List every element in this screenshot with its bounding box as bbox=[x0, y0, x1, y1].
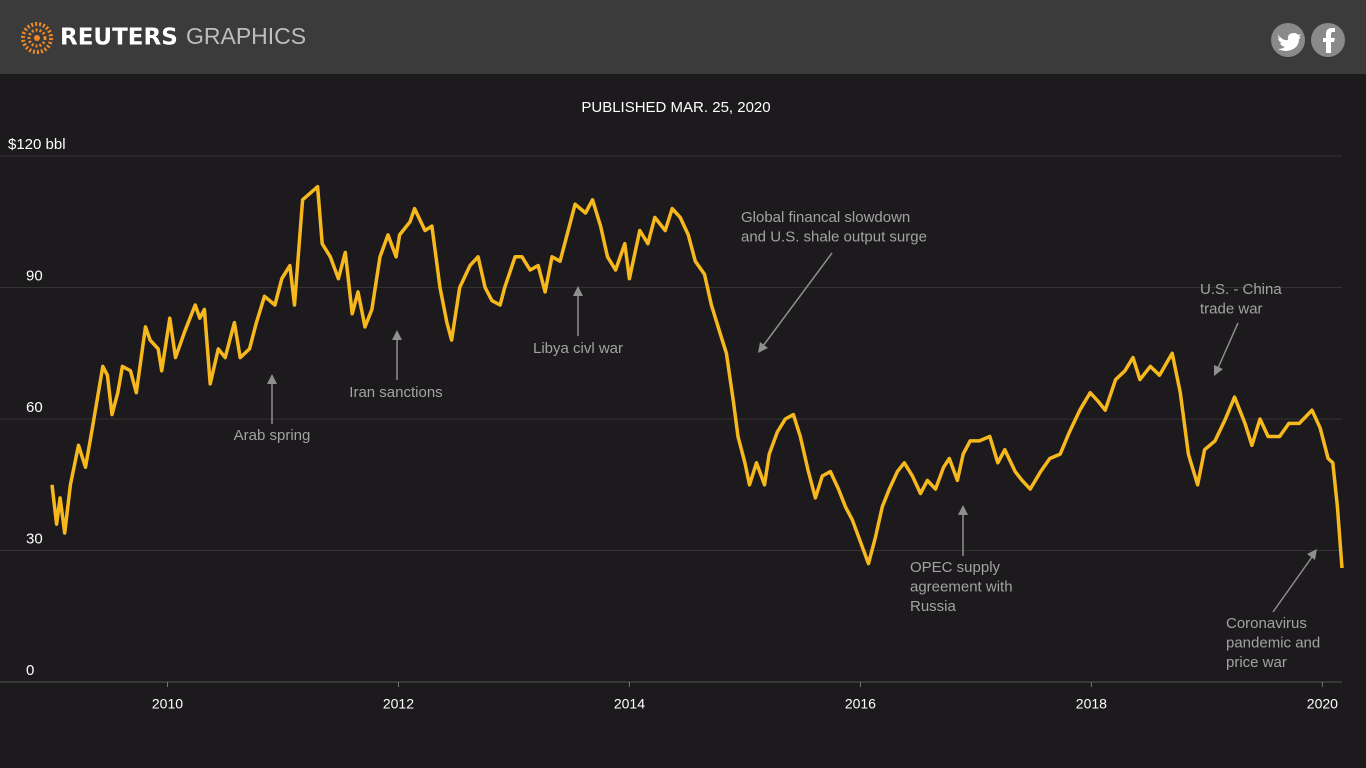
plot-area: 0 30 60 90 $120 bbl 2010 2012 2014 2016 2018 2020 bbox=[0, 136, 1344, 712]
annotation: U.S. - China bbox=[1200, 281, 1282, 298]
annotation: Iran sanctions bbox=[349, 384, 442, 401]
logo-icon[interactable] bbox=[21, 22, 53, 54]
annotation: and U.S. shale output surge bbox=[741, 228, 927, 245]
section[interactable]: GRAPHICS bbox=[186, 23, 306, 49]
y-tick-label: 90 bbox=[26, 267, 43, 284]
annotation: Arab spring bbox=[234, 427, 311, 444]
price-line bbox=[50, 184, 1344, 569]
x-tick-label: 2010 bbox=[152, 696, 183, 712]
y-tick-label: 0 bbox=[26, 662, 34, 679]
x-tick-label: 2016 bbox=[845, 696, 876, 712]
twitter-button[interactable] bbox=[1271, 23, 1305, 57]
y-tick-label: 30 bbox=[26, 530, 43, 547]
annotation: Libya civl war bbox=[533, 340, 623, 357]
annotation: OPEC supply bbox=[910, 559, 1001, 576]
annotation: Coronavirus bbox=[1226, 615, 1307, 632]
x-tick-label: 2020 bbox=[1307, 696, 1338, 712]
annotation: agreement with bbox=[910, 578, 1013, 595]
x-tick-label: 2018 bbox=[1076, 696, 1107, 712]
annotations: Arab spring Iran sanctions Libya civl war G… bbox=[234, 209, 1321, 671]
header-bar bbox=[0, 0, 1366, 74]
facebook-button[interactable] bbox=[1311, 23, 1345, 57]
subtitle: PUBLISHED MAR. 25, 2020 bbox=[581, 99, 770, 116]
annotation-arrows bbox=[267, 252, 1317, 613]
x-tick-label: 2014 bbox=[614, 696, 645, 712]
annotation: Russia bbox=[910, 598, 957, 615]
header: REUTERS GRAPHICS bbox=[21, 22, 1345, 57]
brand[interactable]: REUTERS bbox=[60, 25, 178, 51]
annotation: trade war bbox=[1200, 300, 1263, 317]
y-tick-label: $120 bbl bbox=[8, 136, 66, 153]
y-tick-label: 60 bbox=[26, 399, 43, 416]
x-tick-label: 2012 bbox=[383, 696, 414, 712]
annotation: price war bbox=[1226, 654, 1287, 671]
annotation: pandemic and bbox=[1226, 634, 1320, 651]
annotation: Global financal slowdown bbox=[741, 209, 910, 226]
